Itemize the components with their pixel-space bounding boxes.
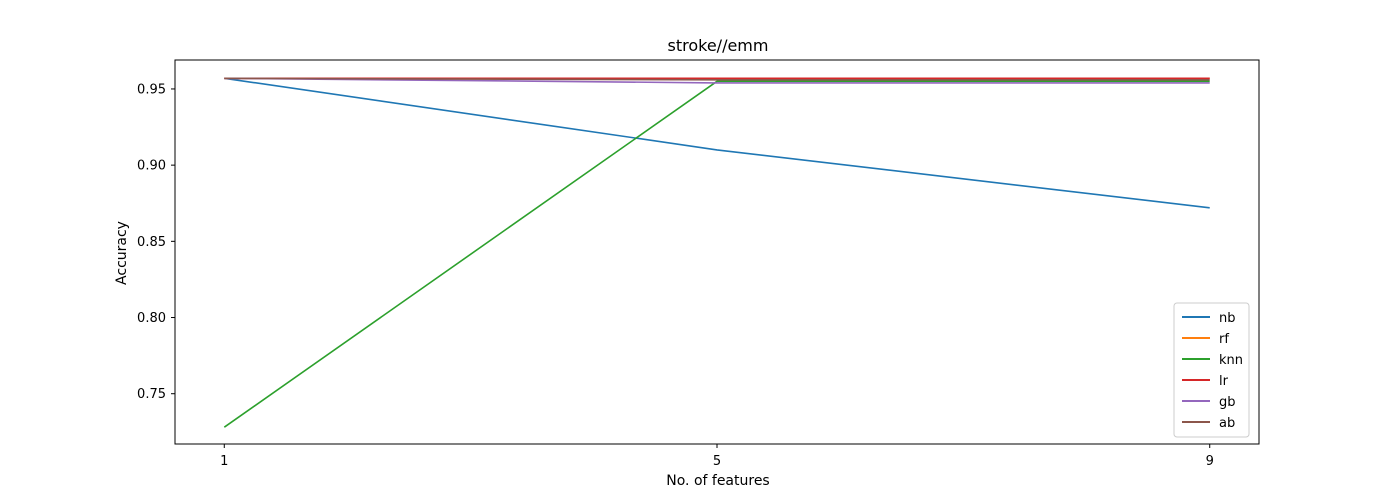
legend: nb rf knn lr gb ab [1173,302,1250,438]
chart-title: stroke//emm [668,36,769,55]
y-tick-label: 0.75 [137,387,166,402]
y-axis-label: Accuracy [114,221,130,285]
legend-label-ab: ab [1219,416,1235,431]
x-tick-label: 1 [220,454,228,469]
y-tick-label: 0.80 [137,311,166,326]
y-tick-label: 0.95 [137,82,166,97]
legend-label-knn: knn [1219,353,1243,368]
legend-label-nb: nb [1219,311,1236,326]
x-axis-label: No. of features [666,473,769,489]
series-line-nb [224,77,1210,209]
axes-layer: 1 5 9 0.75 0.80 0.85 0.90 0.95 [137,59,1260,469]
x-tick-label: 9 [1206,454,1214,469]
series-line-gb [224,77,1210,84]
series-line-knn [223,80,1210,428]
y-tick-label: 0.90 [137,159,166,174]
legend-label-gb: gb [1219,395,1236,410]
y-tick-label: 0.85 [137,235,166,250]
series-line-ab [224,77,1210,81]
x-tick-label: 5 [713,454,721,469]
legend-box [1173,302,1250,438]
series-layer [223,77,1210,428]
legend-label-lr: lr [1219,374,1229,389]
legend-label-rf: rf [1219,332,1229,347]
